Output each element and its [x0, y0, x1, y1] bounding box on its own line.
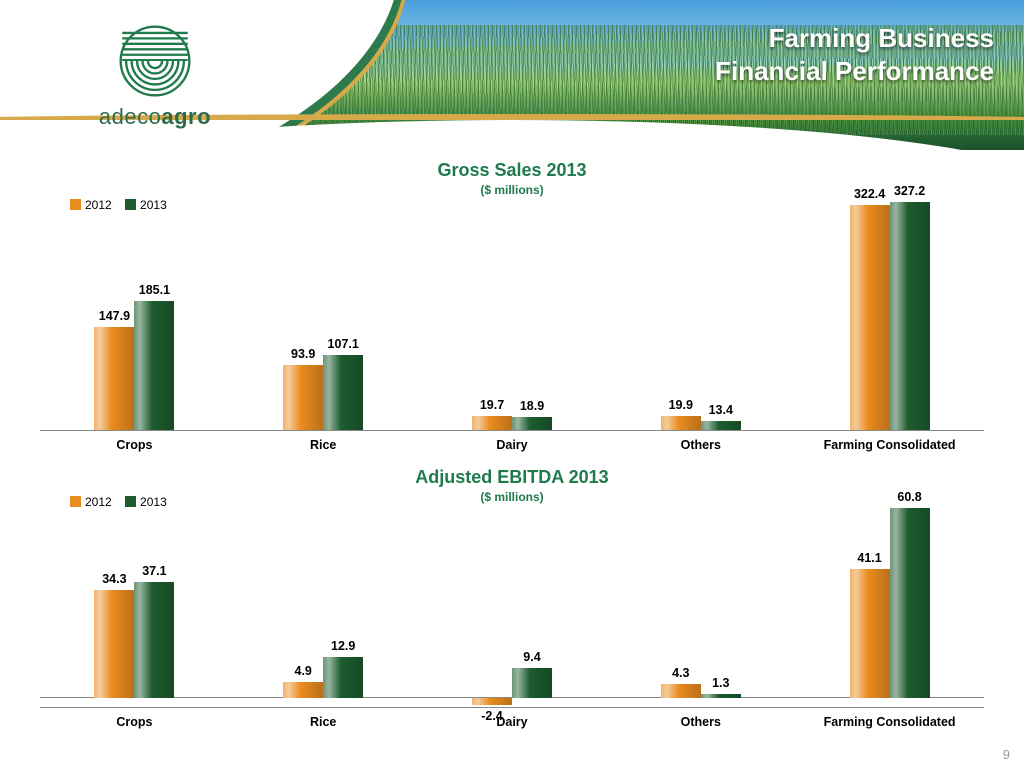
bar: 9.4: [512, 668, 552, 697]
bar-value-label: 4.9: [294, 664, 311, 678]
bar: -2.4: [472, 698, 512, 706]
bar-group: Dairy-2.49.4: [418, 507, 607, 707]
category-label: Rice: [229, 430, 418, 452]
legend-swatch-2012: [70, 496, 81, 507]
bar-value-label: 1.3: [712, 676, 729, 690]
bar: 107.1: [323, 355, 363, 430]
bar: 60.8: [890, 508, 930, 698]
legend-swatch-2013: [125, 496, 136, 507]
bar-group: Others4.31.3: [606, 507, 795, 707]
category-label: Dairy: [418, 707, 607, 729]
bar-value-label: 19.7: [480, 398, 504, 412]
bar-group: Rice93.9107.1: [229, 200, 418, 430]
category-label: Others: [606, 707, 795, 729]
bar-value-label: 19.9: [669, 398, 693, 412]
category-label: Farming Consolidated: [795, 707, 984, 729]
bar: 4.9: [283, 682, 323, 697]
category-label: Dairy: [418, 430, 607, 452]
bar-value-label: 37.1: [142, 564, 166, 578]
bar-group: Crops34.337.1: [40, 507, 229, 707]
bar-group: Dairy19.718.9: [418, 200, 607, 430]
ebitda-chart: Adjusted EBITDA 2013 ($ millions) 2012 2…: [40, 467, 984, 708]
bar: 18.9: [512, 417, 552, 430]
bar-value-label: 60.8: [897, 490, 921, 504]
bar-value-label: -2.4: [481, 709, 503, 723]
chart2-title: Adjusted EBITDA 2013: [40, 467, 984, 488]
bar-group: Farming Consolidated322.4327.2: [795, 200, 984, 430]
bar-value-label: 185.1: [139, 283, 170, 297]
bar: 185.1: [134, 301, 174, 430]
bar-value-label: 41.1: [857, 551, 881, 565]
bar-value-label: 12.9: [331, 639, 355, 653]
bar-group: Others19.913.4: [606, 200, 795, 430]
bar-value-label: 322.4: [854, 187, 885, 201]
bar-group: Crops147.9185.1: [40, 200, 229, 430]
bar-value-label: 18.9: [520, 399, 544, 413]
category-label: Crops: [40, 430, 229, 452]
charts-area: Gross Sales 2013 ($ millions) 2012 2013 …: [0, 150, 1024, 708]
bar-value-label: 147.9: [99, 309, 130, 323]
category-label: Farming Consolidated: [795, 430, 984, 452]
bar: 19.9: [661, 416, 701, 430]
chart2-subtitle: ($ millions): [40, 490, 984, 504]
bar-value-label: 9.4: [523, 650, 540, 664]
bar-value-label: 327.2: [894, 184, 925, 198]
page-number: 9: [1003, 747, 1010, 762]
slide-header: adecoagro Farming Business Financial Per…: [0, 0, 1024, 150]
bar: 327.2: [890, 202, 930, 430]
chart1-plot: Crops147.9185.1Rice93.9107.1Dairy19.718.…: [40, 201, 984, 431]
bar-value-label: 13.4: [709, 403, 733, 417]
brand-logo: adecoagro: [55, 22, 255, 130]
bar: 41.1: [850, 569, 890, 697]
bar: 19.7: [472, 416, 512, 430]
bar: 4.3: [661, 684, 701, 697]
slide-title-line2: Financial Performance: [715, 55, 994, 88]
chart1-subtitle: ($ millions): [40, 183, 984, 197]
chart2-plot: Crops34.337.1Rice4.912.9Dairy-2.49.4Othe…: [40, 508, 984, 708]
bar: 147.9: [94, 327, 134, 430]
brand-logo-mark: [116, 22, 194, 100]
bar-value-label: 107.1: [328, 337, 359, 351]
brand-name-light: adeco: [99, 104, 161, 129]
category-label: Rice: [229, 707, 418, 729]
brand-name-bold: agro: [161, 104, 211, 129]
bar: 34.3: [94, 590, 134, 697]
chart1-title: Gross Sales 2013: [40, 160, 984, 181]
bar: 12.9: [323, 657, 363, 697]
category-label: Crops: [40, 707, 229, 729]
bar: 322.4: [850, 205, 890, 430]
bar-value-label: 34.3: [102, 572, 126, 586]
bar-value-label: 93.9: [291, 347, 315, 361]
bar: 37.1: [134, 582, 174, 698]
bar: 93.9: [283, 365, 323, 430]
bar: 1.3: [701, 694, 741, 698]
bar-group: Rice4.912.9: [229, 507, 418, 707]
slide-title-line1: Farming Business: [715, 22, 994, 55]
category-label: Others: [606, 430, 795, 452]
brand-logo-text: adecoagro: [55, 104, 255, 130]
slide-title: Farming Business Financial Performance: [715, 22, 994, 87]
gross-sales-chart: Gross Sales 2013 ($ millions) 2012 2013 …: [40, 160, 984, 431]
bar-group: Farming Consolidated41.160.8: [795, 507, 984, 707]
bar-value-label: 4.3: [672, 666, 689, 680]
bar: 13.4: [701, 421, 741, 430]
